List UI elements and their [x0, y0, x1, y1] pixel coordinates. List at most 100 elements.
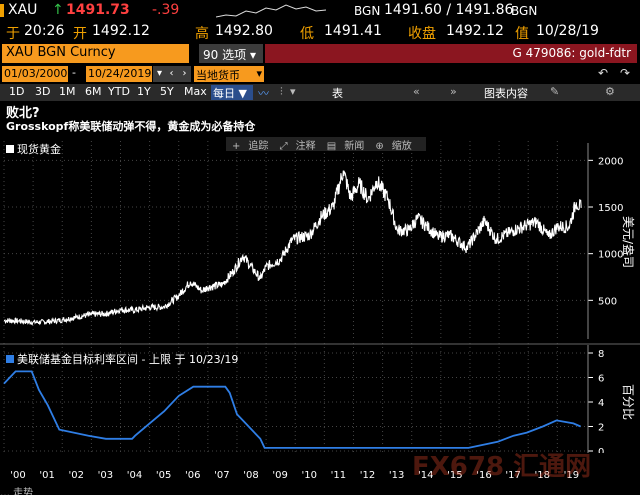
- range-6m[interactable]: 6M: [85, 85, 102, 98]
- open-label: 开: [73, 26, 87, 42]
- legend-swatch: [6, 145, 14, 153]
- gold-y-axis-label: 美元/盎司: [621, 216, 635, 268]
- y-tick-label: 1500: [598, 203, 623, 214]
- currency-select[interactable]: 当地货币 ▾: [194, 66, 264, 82]
- range-3d[interactable]: 3D: [35, 85, 51, 98]
- options-menu-label: 选项: [222, 48, 247, 62]
- gold-legend-label: 现货黄金: [17, 143, 61, 156]
- x-tick-label: '13: [388, 470, 405, 481]
- security-toolbar: XAU BGN Curncy 90 选项 ▾ G 479086: gold-fd…: [0, 44, 640, 64]
- y-tick-label: 1000: [598, 250, 623, 261]
- sparkline: [216, 4, 326, 18]
- range-max[interactable]: Max: [184, 85, 207, 98]
- x-axis: '00 '01 '02 '03 '04 '05 '06 '07 '08 '09 '10 '11 '12 '…: [0, 470, 640, 484]
- legend-swatch: [6, 355, 14, 363]
- collapse-icon[interactable]: «: [413, 85, 420, 98]
- x-tick-label: '16: [476, 470, 492, 481]
- footer-fragment: … 走势: [0, 488, 34, 495]
- date-separator: -: [72, 66, 76, 79]
- gear-icon[interactable]: ⚙: [605, 85, 615, 98]
- close-label: 收盘: [408, 26, 436, 42]
- options-menu-number: 90: [203, 48, 219, 62]
- close-value: 1492.12: [446, 23, 504, 39]
- expand-icon[interactable]: »: [450, 85, 457, 98]
- y-tick-label: 4: [598, 398, 604, 409]
- annotate-icon[interactable]: ⤢: [279, 141, 288, 152]
- y-tick-label: 6: [598, 374, 604, 385]
- news-button[interactable]: 新闻: [344, 141, 365, 152]
- watermark-logo: FX678 汇通网: [412, 452, 592, 482]
- x-tick-label: '10: [301, 470, 317, 481]
- series-line: [3, 370, 581, 449]
- undo-icon[interactable]: ↶: [598, 66, 609, 80]
- ask-source: BGN: [511, 4, 538, 18]
- low-label: 低: [300, 26, 314, 42]
- bid-source: BGN: [354, 4, 381, 18]
- period-select[interactable]: 每日 ▼: [211, 85, 253, 100]
- range-1y[interactable]: 1Y: [137, 85, 151, 98]
- x-tick-label: '14: [417, 470, 434, 481]
- zoom-button[interactable]: 缩放: [391, 141, 412, 152]
- line-chart-icon[interactable]: 〰: [258, 87, 269, 100]
- x-tick-label: '02: [68, 470, 84, 481]
- open-value: 1492.12: [92, 23, 150, 39]
- options-menu[interactable]: 90 选项 ▾: [199, 44, 263, 63]
- y-tick-label: 0: [598, 447, 604, 453]
- x-tick-label: '09: [272, 470, 288, 481]
- start-date-input[interactable]: 01/03/2000: [2, 66, 68, 82]
- y-tick-label: 8: [598, 349, 604, 360]
- x-tick-label: '06: [184, 470, 201, 481]
- range-1d[interactable]: 1D: [9, 85, 25, 98]
- range-1m[interactable]: 1M: [59, 85, 76, 98]
- calendar-icon[interactable]: ▾: [153, 66, 166, 82]
- y-tick-label: 500: [598, 296, 617, 307]
- chart-content-button[interactable]: 图表内容: [484, 87, 528, 100]
- x-tick-label: '04: [126, 470, 143, 481]
- ticker[interactable]: XAU: [8, 2, 38, 18]
- crosshair-icon[interactable]: +: [232, 141, 241, 152]
- x-tick-label: '00: [10, 470, 26, 481]
- range-5y[interactable]: 5Y: [160, 85, 174, 98]
- track-button[interactable]: 追踪: [248, 141, 269, 152]
- high-label: 高: [195, 26, 209, 42]
- series-line: [3, 170, 582, 326]
- x-tick-label: '18: [534, 470, 550, 481]
- price-change: -.39: [152, 2, 180, 18]
- fed-legend-label: 美联储基金目标利率区间 - 上限 于 10/23/19: [17, 353, 239, 366]
- chevron-down-icon: ▾: [249, 48, 256, 62]
- up-arrow-icon: ↑: [52, 2, 64, 18]
- edit-icon[interactable]: ✎: [550, 85, 560, 98]
- x-tick-label: '01: [39, 470, 55, 481]
- x-tick-label: '12: [359, 470, 376, 481]
- chart-annotation-tools: + 追踪 ⤢ 注释 ▤ 新闻 ⊕ 缩放: [226, 137, 426, 152]
- fed-legend: 美联储基金目标利率区间 - 上限 于 10/23/19: [6, 351, 238, 367]
- range-ytd[interactable]: YTD: [108, 85, 130, 98]
- fed-rate-chart[interactable]: 0 2 4 6 8 百分比: [0, 343, 640, 458]
- prev-icon[interactable]: ‹: [165, 66, 178, 82]
- currency-value: 当地货币: [196, 69, 240, 82]
- x-tick-label: '05: [155, 470, 172, 481]
- value-date-label: 值: [515, 26, 529, 42]
- fed-y-axis-label: 百分比: [621, 384, 635, 420]
- end-date-input[interactable]: 10/24/2019: [86, 66, 152, 82]
- last-price: 1491.73: [66, 2, 130, 18]
- gold-price-chart[interactable]: 500 1000 1500 2000 美元/盎司: [0, 137, 640, 343]
- x-tick-label: '19: [563, 470, 580, 481]
- security-field[interactable]: XAU BGN Curncy: [2, 44, 189, 63]
- fed-rate-panel[interactable]: 0 2 4 6 8 百分比 美联储基金目标利率区间 - 上限 于 10/23/19: [0, 343, 640, 458]
- table-button[interactable]: 表: [332, 87, 343, 100]
- redo-icon[interactable]: ↷: [620, 66, 631, 80]
- next-icon[interactable]: ›: [178, 66, 191, 82]
- message-bar[interactable]: G 479086: gold-fdtr: [265, 44, 637, 63]
- bar-type-icon[interactable]: ⫶: [280, 85, 283, 98]
- zoom-icon[interactable]: ⊕: [375, 141, 384, 152]
- annotate-button[interactable]: 注释: [295, 141, 316, 152]
- news-icon[interactable]: ▤: [326, 141, 337, 152]
- chevron-down-icon[interactable]: ▾: [290, 85, 296, 98]
- date-range-row: 01/03/2000 - 10/24/2019 ▾ ‹ › 当地货币 ▾ ↶ ↷: [0, 66, 640, 83]
- gold-price-panel[interactable]: 500 1000 1500 2000 美元/盎司 现货黄金 + 追踪 ⤢ 注释 ▤ 新闻 ⊕ 缩…: [0, 137, 640, 343]
- y-tick-label: 2000: [598, 156, 623, 167]
- chevron-down-icon: ▼: [238, 87, 247, 100]
- x-tick-label: '07: [214, 470, 230, 481]
- ohlc-row: 于 20:26 开 1492.12 高 1492.80 低 1491.41 收盘…: [0, 21, 640, 42]
